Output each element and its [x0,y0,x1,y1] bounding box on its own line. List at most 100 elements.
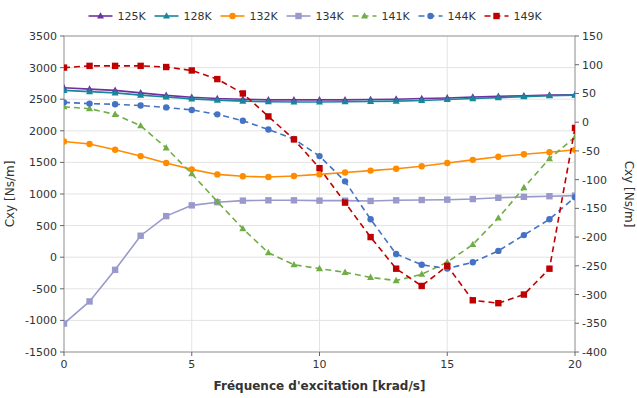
point [572,147,575,153]
point [290,98,297,104]
y2-tick-label: -50 [582,145,600,158]
point [521,291,527,297]
legend-label: 134K [316,10,345,23]
legend-item: 141K [353,10,411,23]
point [137,102,143,108]
point [495,300,501,306]
point [316,153,322,159]
point [572,194,575,200]
point [418,97,425,103]
point [495,248,501,254]
legend-item: 144K [419,10,477,23]
series [64,87,575,105]
point [291,136,297,142]
point [546,91,553,97]
point [521,194,527,200]
point [393,166,399,172]
point [189,107,195,113]
y-tick [60,225,64,226]
y-tick-label: 2500 [29,93,57,106]
y-tick [60,99,64,100]
point [64,138,67,144]
x-tick-label: 20 [568,358,582,371]
plot-area [64,63,575,327]
point [291,136,297,142]
y-tick [60,130,64,131]
point [469,241,476,247]
point [520,184,527,190]
x-tick [575,352,576,356]
y2-tick-label: 0 [582,116,589,129]
y2-tick-label: -350 [582,317,607,330]
point [418,270,425,276]
point [393,97,400,103]
point [214,198,221,204]
legend-marker [493,13,499,19]
legend-label: 125K [118,10,147,23]
point [189,67,195,73]
y2-tick-label: -400 [582,346,607,359]
point [240,173,246,179]
point [444,160,450,166]
y2-tick [575,208,579,209]
grid-line-x [191,36,192,352]
point [470,259,476,265]
point [342,169,348,175]
point [393,251,399,257]
x-tick [191,352,192,356]
y-tick-label: 1000 [29,188,57,201]
point [214,96,221,102]
point [112,89,119,95]
point [571,91,575,97]
series [64,103,575,283]
point [163,160,169,166]
x-tick-label: 15 [440,358,454,371]
y-tick [60,320,64,321]
legend-label: 141K [382,10,411,23]
series [64,63,575,307]
point [342,178,348,184]
y2-tick [575,122,579,123]
x-tick-label: 10 [313,358,327,371]
point [470,196,476,202]
point [367,198,373,204]
point [163,213,169,219]
point [86,88,93,94]
point [342,98,349,104]
point [444,263,450,269]
point [316,165,322,171]
y2-tick-label: -150 [582,202,607,215]
point [163,93,170,99]
point [112,147,118,153]
y-tick-label: -500 [32,283,57,296]
point [495,154,501,160]
legend-marker [361,12,368,18]
point [163,64,169,70]
point [367,274,374,280]
y2-tick [575,150,579,151]
point [546,92,553,98]
point [342,199,348,205]
y-tick-label: -1500 [25,346,57,359]
point [214,111,220,117]
plot-frame [64,36,575,352]
y2-tick [575,179,579,180]
legend-marker [427,13,433,19]
point [521,151,527,157]
x-tick [64,352,65,356]
y-tick [60,162,64,163]
y-tick [60,194,64,195]
point [86,298,92,304]
point [495,195,501,201]
y-tick [60,36,64,37]
point [316,171,322,177]
y-tick-label: 3000 [29,62,57,75]
series [64,99,575,272]
point [367,98,374,104]
y-tick [60,352,64,353]
series-line [64,196,575,324]
legend-item: 128K [155,10,213,23]
point [265,98,272,104]
x-tick-label: 5 [188,358,195,371]
legend-item: 132K [221,10,279,23]
